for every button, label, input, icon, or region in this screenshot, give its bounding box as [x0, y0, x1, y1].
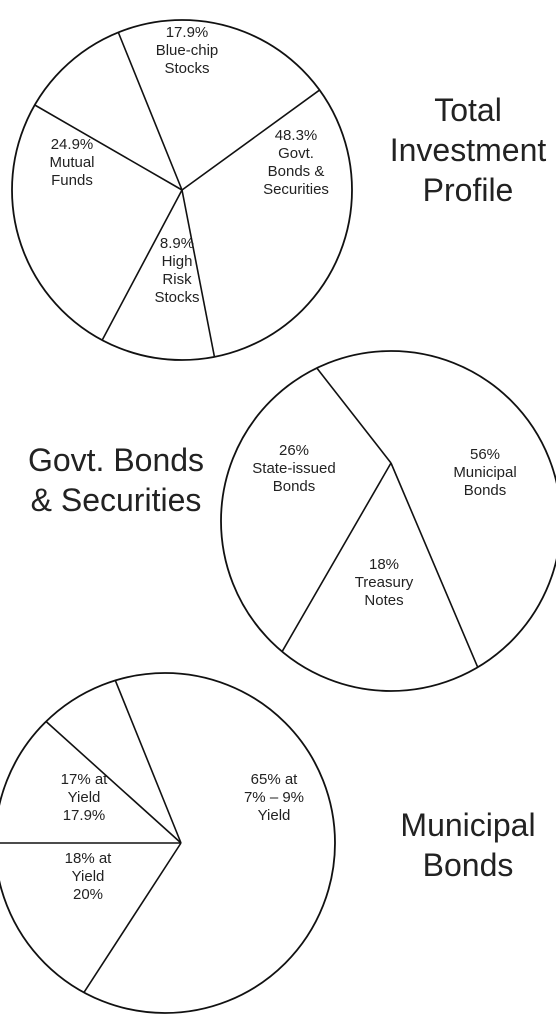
- pie-1-slice-divider: [34, 104, 183, 191]
- pie-2-title: Govt. Bonds & Securities: [28, 442, 204, 518]
- pie-2-slice-label: 56% Municipal Bonds: [453, 446, 516, 499]
- pie-1-slice-divider: [181, 189, 216, 358]
- pie-3-slice-label-line: 18% at: [65, 850, 113, 867]
- pie-1-title-line: Total: [434, 92, 502, 128]
- pie-3-slice-label: 17% at Yield 17.9%: [61, 771, 109, 824]
- pie-2-slice-label-line: Treasury: [355, 574, 414, 591]
- pie-2-slice-label: 18% Treasury Notes: [355, 556, 414, 609]
- pie-3-slice-label-line: 7% – 9%: [244, 789, 304, 806]
- pie-1-slice-label-line: Stocks: [154, 289, 199, 306]
- pie-1-slice-label: 8.9% High Risk Stocks: [154, 235, 199, 306]
- pie-3-slice-divider: [114, 680, 182, 844]
- pie-1-title: Total Investment Profile: [390, 92, 547, 208]
- pie-1-slice-label-line: Mutual: [49, 154, 94, 171]
- pie-1-slice-label-line: Stocks: [164, 60, 209, 77]
- pie-3-slice-label-line: 17.9%: [63, 807, 106, 824]
- pie-1-slice-label-line: 17.9%: [166, 24, 209, 41]
- pie-3-slice-label-line: 20%: [73, 886, 103, 903]
- pie-3-title: Municipal Bonds: [400, 807, 535, 883]
- pie-1-slice-label-line: Bonds &: [268, 163, 325, 180]
- pie-3-title-line: Bonds: [423, 847, 514, 883]
- pie-1-slice-label-line: Funds: [51, 172, 93, 189]
- pie-3-slice-label: 18% at Yield 20%: [65, 850, 113, 903]
- pie-1-title-line: Investment: [390, 132, 547, 168]
- pie-2-slice-label-line: 18%: [369, 556, 399, 573]
- pie-3-slice-divider: [45, 720, 182, 844]
- pie-1-slice-divider: [181, 89, 321, 191]
- pie-1-slice-label-line: 24.9%: [51, 136, 94, 153]
- pie-1-slice-label: 17.9% Blue-chip Stocks: [156, 24, 219, 77]
- pie-3-slice-label-line: 65% at: [251, 771, 299, 788]
- pie-1-slice-label-line: Govt.: [278, 145, 314, 162]
- pie-1-slice-label-line: 48.3%: [275, 127, 318, 144]
- pie-2-slice-label-line: Bonds: [464, 482, 507, 499]
- pie-2-slice-label-line: State-issued: [252, 460, 335, 477]
- pie-2-slice-label-line: 56%: [470, 446, 500, 463]
- pie-1-slice-label: 48.3% Govt. Bonds & Securities: [263, 127, 329, 198]
- pie-1-slice-label-line: 8.9%: [160, 235, 194, 252]
- pie-2-slice-divider: [281, 462, 392, 652]
- pie-2-slice-label-line: Notes: [364, 592, 403, 609]
- pie-1-title-line: Profile: [423, 172, 514, 208]
- pie-1-slice-label-line: Risk: [162, 271, 192, 288]
- pie-3-title-line: Municipal: [400, 807, 535, 843]
- pie-3-slice-label-line: 17% at: [61, 771, 109, 788]
- pie-2-slice-divider: [316, 367, 392, 464]
- pie-1-slice-divider: [101, 189, 183, 341]
- pie-2-slice-label-line: 26%: [279, 442, 309, 459]
- pie-1-slice-label-line: Blue-chip: [156, 42, 219, 59]
- pie-3-slice-label: 65% at 7% – 9% Yield: [244, 771, 304, 824]
- pie-1-slice-divider: [117, 32, 183, 191]
- pie-3-slice-divider: [83, 842, 182, 993]
- pie-2-title-line: Govt. Bonds: [28, 442, 204, 478]
- pie-3-slice-label-line: Yield: [68, 789, 101, 806]
- pie-3-slice-label-line: Yield: [72, 868, 105, 885]
- pie-1-slice-label: 24.9% Mutual Funds: [49, 136, 94, 189]
- pie-2-slice-label-line: Municipal: [453, 464, 516, 481]
- pie-2-title-line: & Securities: [31, 482, 202, 518]
- pie-1-slice-label-line: High: [162, 253, 193, 270]
- pie-2-slice-label-line: Bonds: [273, 478, 316, 495]
- pie-chart-2: [220, 350, 556, 692]
- pie-2-slice-label: 26% State-issued Bonds: [252, 442, 335, 495]
- pie-1-slice-label-line: Securities: [263, 181, 329, 198]
- pie-3-slice-label-line: Yield: [258, 807, 291, 824]
- pie-2-slice-divider: [390, 462, 479, 668]
